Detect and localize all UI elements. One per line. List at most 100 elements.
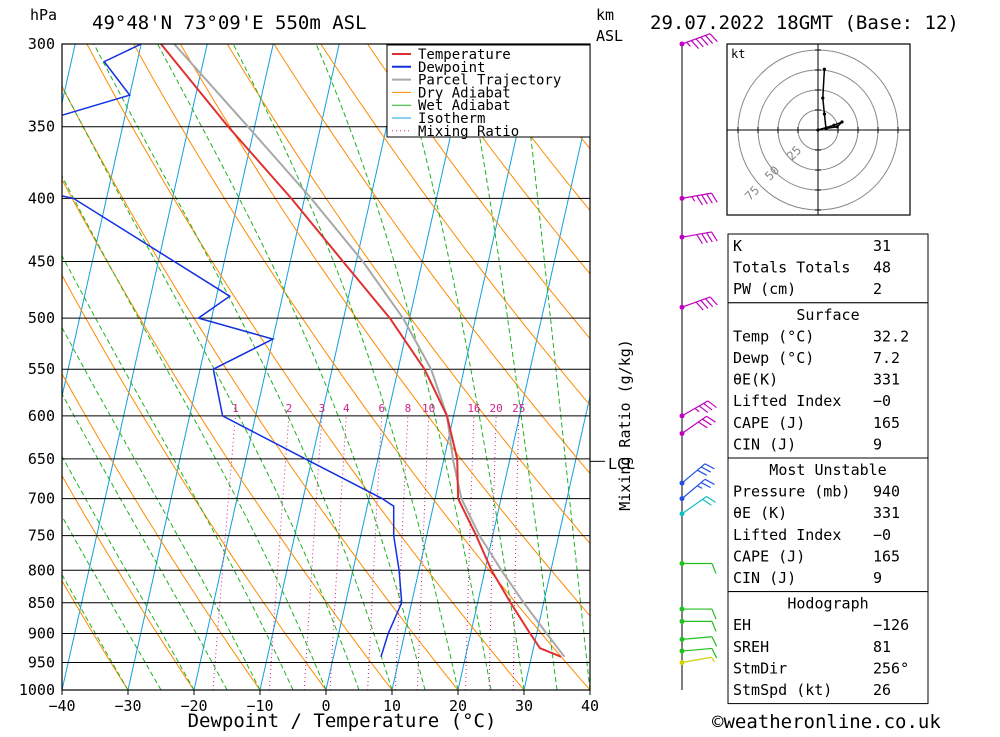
wind-barb-half-flag: [697, 486, 702, 489]
table-row-value: 2: [873, 280, 882, 298]
most_unstable-title: Most Unstable: [769, 461, 886, 479]
x-axis-title: Dewpoint / Temperature (°C): [188, 710, 497, 732]
isotherm-line: [0, 44, 141, 690]
wind-barb-flag: [710, 297, 717, 305]
mixing-ratio-tick-label: 2: [286, 402, 293, 415]
table-row-value: −126: [873, 616, 909, 634]
table-row-label: CAPE (J): [733, 547, 805, 565]
wind-barb-flag: [705, 479, 714, 484]
table-row-value: −0: [873, 526, 891, 544]
table-row-label: θE (K): [733, 504, 787, 522]
wind-barb-half-flag: [712, 657, 715, 662]
temperature-tick-label: 40: [581, 697, 599, 715]
pressure-tick-label: 650: [28, 450, 55, 468]
pressure-tick-label: 400: [28, 189, 55, 207]
mixing-ratio-tick-label: 10: [422, 402, 435, 415]
dry-adiabat-line: [929, 44, 1000, 690]
wind-barb-flag: [708, 401, 716, 408]
pressure-axis: 3003504004505005506006507007508008509009…: [19, 35, 55, 699]
dry-adiabat-line: [0, 44, 128, 690]
table-row-value: 81: [873, 638, 891, 656]
dry-adiabat-line: [87, 44, 524, 690]
mixing-ratio-line: [269, 416, 289, 690]
temperature-tick-label: −40: [48, 697, 75, 715]
hodograph-point: [840, 120, 843, 123]
wind-barb-flag: [704, 403, 712, 410]
pressure-tick-label: 850: [28, 594, 55, 612]
wind-barb-flag: [697, 196, 703, 205]
table-row-label: CIN (J): [733, 569, 796, 587]
wind-barb-flag: [712, 609, 716, 619]
hpa-unit-label: hPa: [30, 6, 57, 24]
wind-barb-flag: [702, 419, 711, 425]
isotherm-line: [392, 44, 537, 690]
wind-barb-flag: [697, 470, 706, 475]
wind-barb-flag: [710, 34, 717, 42]
table-row-label: Pressure (mb): [733, 483, 850, 501]
hodograph-point: [832, 124, 835, 127]
table-row-label: Dewp (°C): [733, 349, 814, 367]
pressure-tick-label: 750: [28, 527, 55, 545]
wind-barb-flag: [712, 193, 718, 202]
table-row-value: 940: [873, 483, 900, 501]
table-row-value: 7.2: [873, 349, 900, 367]
wind-barb-flag: [698, 422, 707, 428]
wind-barb-flag: [696, 302, 703, 310]
wind-barb-flag: [701, 483, 710, 488]
wind-barb-half-flag: [687, 42, 691, 46]
pressure-tick-label: 600: [28, 407, 55, 425]
table-row-value: 331: [873, 371, 900, 389]
pressure-tick-label: 450: [28, 253, 55, 271]
wind-barb-flag: [707, 194, 713, 203]
wind-barb-flag: [691, 41, 698, 49]
pressure-tick-label: 900: [28, 624, 55, 642]
table-row-label: Lifted Index: [733, 392, 841, 410]
wind-barb-shaft: [682, 637, 712, 640]
table-row-label: Temp (°C): [733, 327, 814, 345]
isobar-lines: [62, 44, 590, 690]
table-row-value: 9: [873, 569, 882, 587]
table-row-label: K: [733, 237, 742, 255]
wind-barb-flag: [707, 416, 716, 422]
mixing-ratio-tick-label: 1: [232, 402, 239, 415]
mixing-ratio-axis-title: Mixing Ratio (g/kg): [616, 339, 634, 511]
wet-adiabat-line: [0, 44, 128, 690]
table-row-value: 256°: [873, 659, 909, 677]
wind-barb-flag: [701, 37, 708, 45]
mixing-ratio-tick-label: 4: [343, 402, 350, 415]
isotherm-line: [0, 44, 9, 690]
table-row-label: EH: [733, 616, 751, 634]
isotherm-line: [326, 44, 471, 690]
wind-barb-flag: [702, 234, 708, 243]
hodograph-point: [823, 112, 826, 115]
table-row-label: PW (cm): [733, 280, 796, 298]
table-row-label: SREH: [733, 638, 769, 656]
wet-adiabat-line: [463, 44, 557, 690]
dry-adiabat-line: [976, 44, 1000, 690]
table-row-label: θE(K): [733, 371, 778, 389]
mixing-ratio-tick-label: 6: [378, 402, 385, 415]
hodograph_table-title: Hodograph: [787, 595, 868, 613]
temperature-tick-label: −30: [114, 697, 141, 715]
wind-barb-flag: [712, 637, 717, 647]
wind-barb-flag: [712, 232, 718, 241]
mixing-ratio-tick-label: 16: [467, 402, 480, 415]
table-row-label: StmDir: [733, 659, 787, 677]
wind-barb-flag: [712, 564, 716, 574]
wet-adiabat-line: [0, 44, 161, 690]
wind-barbs: [680, 34, 718, 665]
table-row-label: Totals Totals: [733, 259, 850, 277]
surface-title: Surface: [796, 306, 859, 324]
wind-barb-flag: [702, 499, 711, 505]
table-row-label: CIN (J): [733, 435, 796, 453]
hodograph-point: [824, 127, 827, 130]
mixing-ratio-tick-label: 8: [405, 402, 412, 415]
hodograph-point: [821, 96, 824, 99]
wind-barb-flag: [705, 35, 712, 43]
table-row-label: StmSpd (kt): [733, 681, 832, 699]
